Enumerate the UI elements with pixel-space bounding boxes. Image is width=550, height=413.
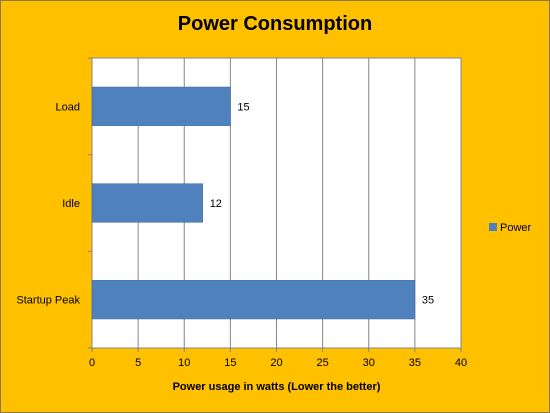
x-tick-label: 15: [224, 357, 236, 369]
data-label: 35: [422, 295, 434, 307]
x-tick-label: 30: [363, 357, 375, 369]
x-tick-label: 35: [409, 357, 421, 369]
category-label: Idle: [62, 198, 80, 210]
category-label: Load: [56, 101, 80, 113]
legend-entry: Power: [500, 222, 532, 234]
x-tick-label: 25: [317, 357, 329, 369]
legend-swatch: [489, 223, 497, 231]
x-tick-label: 10: [178, 357, 190, 369]
x-tick-label: 20: [270, 357, 282, 369]
data-label: 15: [237, 101, 249, 113]
bar: [91, 280, 416, 320]
x-tick-label: 40: [455, 357, 467, 369]
x-axis-title: Power usage in watts (Lower the better): [173, 381, 381, 393]
x-tick-label: 5: [135, 357, 141, 369]
bar: [91, 183, 203, 223]
data-label: 12: [210, 198, 222, 210]
category-label: Startup Peak: [16, 295, 80, 307]
bar: [91, 86, 231, 126]
x-tick-label: 0: [89, 357, 95, 369]
chart-title: Power Consumption: [177, 13, 373, 35]
